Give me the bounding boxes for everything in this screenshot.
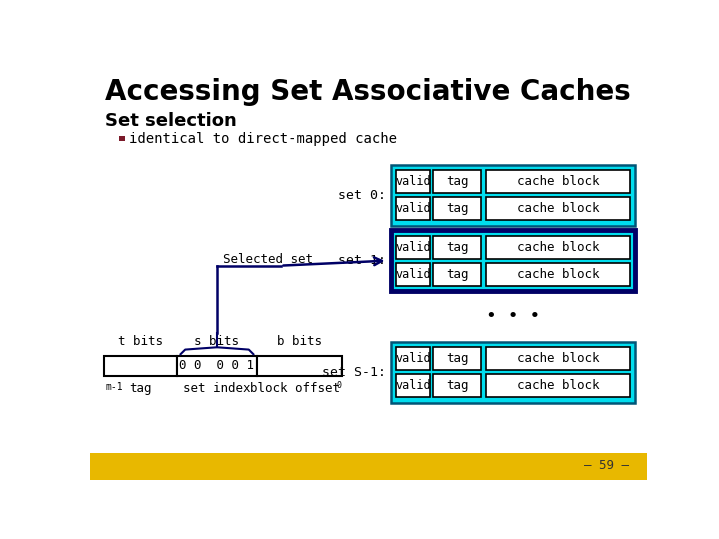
Text: tag: tag	[446, 379, 469, 392]
Text: tag: tag	[446, 353, 469, 365]
FancyBboxPatch shape	[396, 262, 430, 286]
Text: tag: tag	[446, 202, 469, 215]
FancyBboxPatch shape	[486, 374, 630, 397]
Text: set 1:: set 1:	[338, 254, 386, 267]
Text: tag: tag	[446, 175, 469, 188]
Text: tag: tag	[446, 241, 469, 254]
Text: valid: valid	[395, 175, 431, 188]
Text: valid: valid	[395, 241, 431, 254]
Text: Selected set: Selected set	[223, 253, 313, 266]
FancyBboxPatch shape	[390, 342, 636, 403]
Text: cache block: cache block	[517, 175, 599, 188]
Text: valid: valid	[395, 353, 431, 365]
Text: cache block: cache block	[517, 353, 599, 365]
FancyBboxPatch shape	[390, 165, 636, 226]
FancyBboxPatch shape	[257, 356, 342, 376]
FancyBboxPatch shape	[178, 356, 257, 376]
Text: t bits: t bits	[118, 335, 163, 348]
Text: cache block: cache block	[517, 202, 599, 215]
Text: s bits: s bits	[194, 335, 239, 348]
Text: cache block: cache block	[517, 268, 599, 281]
Text: valid: valid	[395, 202, 431, 215]
Text: valid: valid	[395, 379, 431, 392]
FancyBboxPatch shape	[396, 347, 430, 370]
FancyBboxPatch shape	[396, 236, 430, 259]
FancyBboxPatch shape	[396, 170, 430, 194]
FancyBboxPatch shape	[434, 347, 481, 370]
FancyBboxPatch shape	[90, 453, 647, 480]
FancyBboxPatch shape	[486, 197, 630, 220]
Text: • • •: • • •	[486, 307, 540, 326]
Text: – 59 –: – 59 –	[584, 459, 628, 472]
Text: cache block: cache block	[517, 241, 599, 254]
Text: m-1: m-1	[106, 382, 123, 392]
Text: tag: tag	[129, 382, 152, 395]
Text: 0 0  0 0 1: 0 0 0 0 1	[180, 360, 255, 372]
FancyBboxPatch shape	[486, 347, 630, 370]
Text: 0: 0	[336, 381, 342, 390]
FancyBboxPatch shape	[396, 374, 430, 397]
FancyBboxPatch shape	[434, 374, 481, 397]
FancyBboxPatch shape	[486, 170, 630, 194]
FancyBboxPatch shape	[434, 236, 481, 259]
FancyBboxPatch shape	[104, 356, 178, 376]
Text: block offset: block offset	[250, 382, 340, 395]
Text: Set selection: Set selection	[106, 112, 237, 130]
Text: cache block: cache block	[517, 379, 599, 392]
Text: identical to direct-mapped cache: identical to direct-mapped cache	[129, 132, 398, 146]
FancyBboxPatch shape	[434, 197, 481, 220]
FancyBboxPatch shape	[434, 262, 481, 286]
FancyBboxPatch shape	[486, 236, 630, 259]
Text: b bits: b bits	[277, 335, 321, 348]
Text: set 0:: set 0:	[338, 189, 386, 202]
Text: tag: tag	[446, 268, 469, 281]
FancyBboxPatch shape	[390, 230, 636, 291]
Text: Accessing Set Associative Caches: Accessing Set Associative Caches	[106, 78, 631, 106]
Text: set index: set index	[183, 382, 251, 395]
FancyBboxPatch shape	[434, 170, 481, 194]
FancyBboxPatch shape	[119, 135, 125, 141]
Text: set S-1:: set S-1:	[322, 366, 386, 379]
FancyBboxPatch shape	[486, 262, 630, 286]
Text: valid: valid	[395, 268, 431, 281]
FancyBboxPatch shape	[396, 197, 430, 220]
